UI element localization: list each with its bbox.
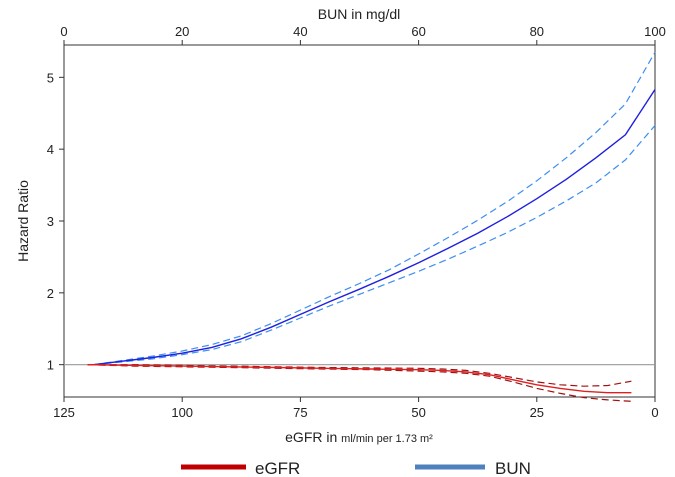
legend-label-bun: BUN xyxy=(495,459,531,477)
top-tick-label: 80 xyxy=(530,24,544,39)
bottom-tick-label: 125 xyxy=(53,405,75,420)
y-tick-label: 3 xyxy=(47,214,54,229)
bottom-tick-label: 25 xyxy=(530,405,544,420)
y-tick-label: 2 xyxy=(47,286,54,301)
bottom-tick-label: 100 xyxy=(171,405,193,420)
egfr-upper-ci-line xyxy=(87,364,632,387)
bottom-axis: 125 100 75 50 25 0 xyxy=(53,397,659,420)
bottom-axis-label-unit: ml/min per 1.73 m² xyxy=(341,433,433,445)
bottom-tick-label: 0 xyxy=(651,405,658,420)
bottom-axis-label: eGFR in ml/min per 1.73 m² xyxy=(285,429,433,445)
y-axis: 1 2 3 4 5 xyxy=(47,70,64,373)
top-tick-label: 40 xyxy=(293,24,307,39)
top-tick-label: 100 xyxy=(644,24,666,39)
egfr-estimate-line xyxy=(87,364,632,394)
series-lines xyxy=(64,51,656,402)
top-tick-label: 0 xyxy=(60,24,67,39)
bun-estimate-line xyxy=(93,89,656,366)
bottom-axis-label-main: eGFR in xyxy=(285,429,341,445)
bottom-tick-label: 50 xyxy=(411,405,425,420)
top-axis-label: BUN in mg/dl xyxy=(318,6,400,22)
plot-frame xyxy=(63,44,656,398)
y-tick-label: 4 xyxy=(47,142,54,157)
legend: eGFR BUN xyxy=(181,459,531,477)
y-tick-label: 5 xyxy=(47,70,54,85)
top-axis: 0 20 40 60 80 100 xyxy=(60,24,666,45)
legend-label-egfr: eGFR xyxy=(255,459,300,477)
bun-upper-ci-line xyxy=(93,51,656,366)
top-tick-label: 20 xyxy=(175,24,189,39)
bottom-tick-label: 75 xyxy=(293,405,307,420)
y-axis-label: Hazard Ratio xyxy=(15,180,31,262)
y-tick-label: 1 xyxy=(47,358,54,373)
top-tick-label: 60 xyxy=(411,24,425,39)
bun-lower-ci-line xyxy=(93,125,656,366)
